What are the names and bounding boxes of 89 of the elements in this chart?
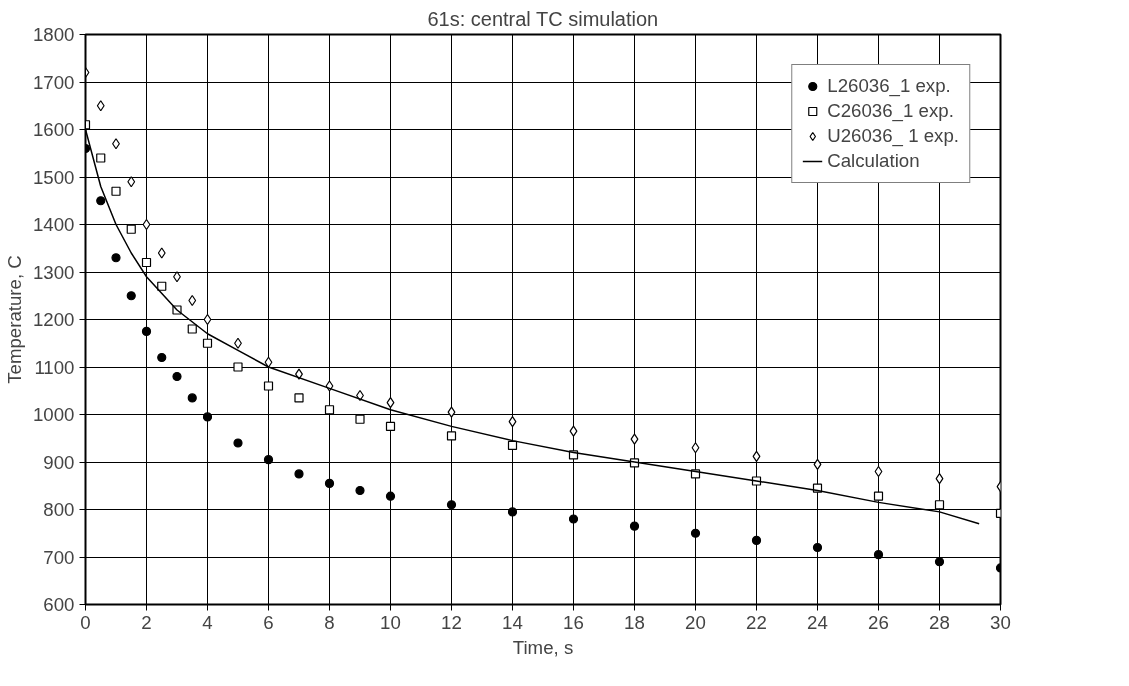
point [447,406,456,418]
point [568,514,579,524]
x-tick-label: 12 [441,611,462,633]
legend-label: U26036_ 1 exp. [827,125,959,147]
point [508,416,517,428]
x-tick-label: 28 [929,611,950,633]
legend-label: L26036_1 exp. [827,75,951,97]
point [157,281,167,291]
y-tick-label: 900 [43,451,75,473]
point [263,381,274,391]
y-tick-label: 1100 [34,356,75,378]
y-tick-label: 1500 [33,166,75,188]
legend-label: Calculation [827,150,920,172]
y-tick-label: 700 [43,546,75,568]
point [202,412,213,422]
x-axis-title: Time, s [512,636,574,658]
point [157,352,167,363]
point [111,253,121,263]
point [294,469,304,479]
point [263,455,274,465]
x-tick-label: 16 [563,611,584,633]
y-tick-label: 600 [43,594,75,615]
point [386,397,395,409]
point [141,326,152,336]
point [385,491,396,501]
point [751,535,762,545]
point [385,421,396,431]
y-tick-label: 1200 [33,309,75,330]
x-tick-label: 22 [746,611,767,633]
point [507,507,518,517]
y-tick-label: 1800 [33,24,75,45]
point [569,425,578,437]
y-tick-label: 1000 [33,404,75,425]
x-tick-label: 24 [807,611,828,633]
y-tick-label: 1600 [33,119,75,140]
x-tick-label: 0 [80,611,91,633]
point [111,186,121,196]
point [507,440,518,450]
point [96,100,105,112]
point [126,224,136,234]
point [446,500,457,510]
point [233,362,243,372]
x-tick-label: 26 [868,611,889,633]
x-tick-label: 18 [624,611,645,633]
point [96,153,106,163]
point [233,438,243,448]
point [873,491,884,501]
point [172,371,182,382]
point [812,542,823,553]
x-tick-label: 8 [324,611,335,633]
point [355,485,365,496]
point [934,557,945,567]
chart-title: 61s: central TC simulation [427,7,659,30]
point [752,450,761,462]
point [813,458,822,470]
y-tick-label: 1300 [33,261,75,283]
point [157,247,166,259]
point [96,196,106,206]
point [630,433,639,445]
point [691,442,700,454]
x-tick-label: 20 [685,611,706,633]
point [873,550,884,560]
point [935,473,944,485]
point [187,324,197,334]
point [202,338,213,348]
point [141,257,152,268]
point [934,500,945,510]
x-tick-label: 30 [990,611,1011,633]
x-tick-label: 14 [502,611,523,633]
y-tick-label: 1400 [33,214,75,235]
point [355,414,365,424]
point [324,478,335,488]
x-tick-label: 4 [202,611,213,633]
point [629,521,640,531]
x-tick-label: 2 [141,611,152,633]
point [187,393,197,403]
y-tick-label: 1700 [33,71,75,93]
point [126,291,136,301]
point [324,405,335,415]
x-tick-label: 10 [380,611,401,633]
legend-label: C26036_1 exp. [827,100,954,122]
x-tick-label: 6 [263,611,274,633]
point [446,431,457,441]
point [127,176,136,188]
y-tick-label: 800 [43,499,75,520]
point [294,393,304,403]
point [690,528,701,538]
y-axis-title: Temperature, C [4,255,25,384]
point [264,356,273,368]
